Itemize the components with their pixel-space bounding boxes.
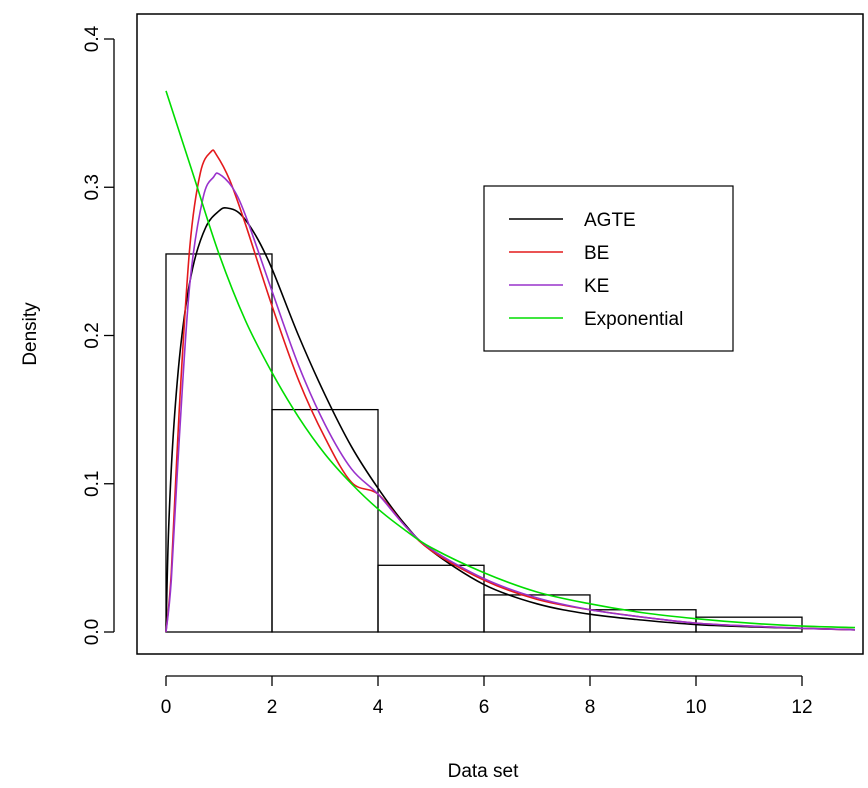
- x-tick-label-1: 2: [267, 697, 278, 718]
- plot-frame: [136, 13, 864, 655]
- x-axis-title: Data set: [448, 761, 519, 782]
- curve-ke: [165, 172, 856, 633]
- y-tick-label-3: 0.3: [82, 174, 103, 200]
- x-tick-label-5: 10: [685, 697, 706, 718]
- x-tick-label-3: 6: [479, 697, 490, 718]
- x-axis: 0 2 4 6 8 10 12: [161, 675, 813, 718]
- legend-label-be: BE: [584, 243, 609, 264]
- x-tick-label-6: 12: [791, 697, 812, 718]
- legend-box: [483, 185, 734, 352]
- y-tick-label-0: 0.0: [82, 619, 103, 645]
- legend-label-exponential: Exponential: [584, 309, 683, 330]
- x-tick-label-0: 0: [161, 697, 172, 718]
- density-curves: [165, 90, 856, 633]
- legend: AGTE BE KE Exponential: [483, 185, 734, 352]
- curve-exponential: [165, 90, 856, 629]
- y-tick-label-1: 0.1: [82, 471, 103, 497]
- legend-label-ke: KE: [584, 276, 609, 297]
- x-tick-label-4: 8: [585, 697, 596, 718]
- y-axis-title: Density: [20, 302, 41, 366]
- x-tick-label-2: 4: [373, 697, 384, 718]
- y-tick-label-4: 0.4: [82, 25, 103, 52]
- legend-label-agte: AGTE: [584, 210, 636, 231]
- histogram-bin-1: [271, 408, 379, 633]
- y-tick-label-2: 0.2: [82, 322, 103, 348]
- y-axis: 0.0 0.1 0.2 0.3 0.4: [82, 25, 115, 645]
